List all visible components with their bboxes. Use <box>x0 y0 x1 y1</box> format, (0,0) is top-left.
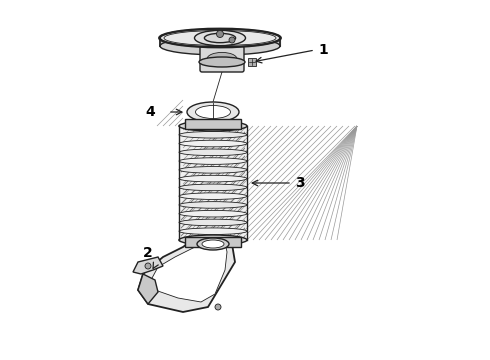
Polygon shape <box>151 242 227 302</box>
Bar <box>181 126 245 240</box>
Bar <box>181 126 245 240</box>
Ellipse shape <box>207 53 237 66</box>
Ellipse shape <box>179 123 247 129</box>
Ellipse shape <box>199 57 245 67</box>
Bar <box>181 126 245 240</box>
Ellipse shape <box>179 202 247 208</box>
Polygon shape <box>180 126 246 240</box>
Polygon shape <box>138 274 158 304</box>
Circle shape <box>217 31 223 37</box>
Bar <box>181 126 245 240</box>
Ellipse shape <box>179 175 247 182</box>
Ellipse shape <box>196 105 230 118</box>
Ellipse shape <box>179 219 247 226</box>
Ellipse shape <box>195 30 245 46</box>
Ellipse shape <box>204 33 236 43</box>
Bar <box>181 126 245 240</box>
Ellipse shape <box>179 167 247 173</box>
Ellipse shape <box>179 184 247 191</box>
Bar <box>181 126 245 240</box>
Bar <box>181 126 245 240</box>
Bar <box>181 126 245 240</box>
Bar <box>181 126 245 240</box>
Ellipse shape <box>179 210 247 217</box>
Bar <box>181 126 245 240</box>
Circle shape <box>215 304 221 310</box>
Bar <box>181 126 245 240</box>
Ellipse shape <box>160 29 280 47</box>
Bar <box>181 126 245 240</box>
Text: 3: 3 <box>295 176 305 190</box>
Bar <box>181 126 245 240</box>
FancyBboxPatch shape <box>200 46 244 72</box>
Bar <box>183 126 243 240</box>
Ellipse shape <box>179 131 247 138</box>
Bar <box>181 126 245 240</box>
Bar <box>181 126 245 240</box>
Ellipse shape <box>187 102 239 122</box>
Polygon shape <box>138 238 235 312</box>
Ellipse shape <box>202 240 224 248</box>
Ellipse shape <box>179 158 247 165</box>
Bar <box>181 126 245 240</box>
Ellipse shape <box>179 149 247 156</box>
Text: 2: 2 <box>143 246 153 260</box>
Ellipse shape <box>160 37 280 55</box>
Ellipse shape <box>197 238 229 250</box>
Bar <box>181 126 245 240</box>
Ellipse shape <box>179 237 247 243</box>
Polygon shape <box>133 257 163 274</box>
Text: 4: 4 <box>145 105 155 119</box>
Bar <box>181 126 245 240</box>
Ellipse shape <box>179 140 247 147</box>
Bar <box>181 126 245 240</box>
Bar <box>181 126 245 240</box>
Ellipse shape <box>179 193 247 199</box>
Circle shape <box>229 37 235 43</box>
Bar <box>181 126 245 240</box>
Bar <box>181 126 245 240</box>
Ellipse shape <box>179 235 247 245</box>
Text: 1: 1 <box>318 43 328 57</box>
Ellipse shape <box>179 228 247 234</box>
Bar <box>185 237 241 247</box>
Bar <box>181 126 245 240</box>
Bar <box>181 126 245 240</box>
Bar <box>248 58 256 66</box>
Bar <box>185 119 241 129</box>
Circle shape <box>145 263 151 269</box>
Ellipse shape <box>179 121 247 131</box>
Bar <box>181 126 245 240</box>
